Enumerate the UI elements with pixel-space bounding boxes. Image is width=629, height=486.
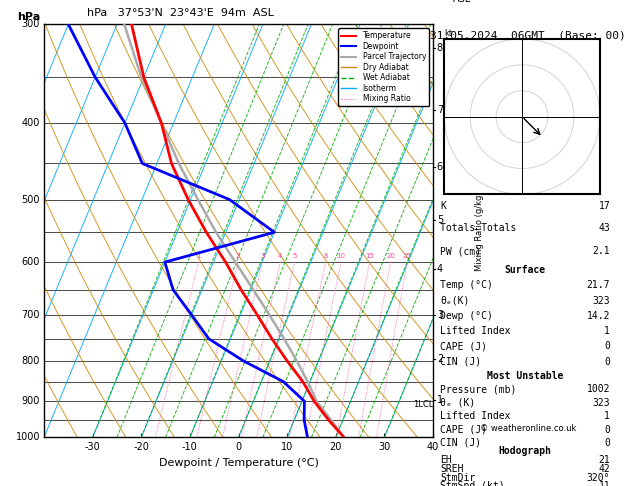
Text: Totals Totals: Totals Totals <box>440 224 516 233</box>
Text: 4: 4 <box>278 253 282 259</box>
Text: 500: 500 <box>21 194 40 205</box>
Text: 6: 6 <box>437 162 443 172</box>
Text: 3: 3 <box>437 310 443 320</box>
Text: Temp (°C): Temp (°C) <box>440 280 493 290</box>
Text: 25: 25 <box>403 253 412 259</box>
Text: Mixing Ratio (g/kg): Mixing Ratio (g/kg) <box>475 191 484 271</box>
Text: θₑ (K): θₑ (K) <box>440 398 476 408</box>
Text: km
ASL: km ASL <box>452 0 470 4</box>
Text: Lifted Index: Lifted Index <box>440 411 511 421</box>
Text: 31.05.2024  06GMT  (Base: 00): 31.05.2024 06GMT (Base: 00) <box>430 31 626 40</box>
Text: 1002: 1002 <box>587 384 610 395</box>
Title: hPa   37°53'N  23°43'E  94m  ASL: hPa 37°53'N 23°43'E 94m ASL <box>87 8 274 18</box>
X-axis label: Dewpoint / Temperature (°C): Dewpoint / Temperature (°C) <box>159 458 318 468</box>
Text: 400: 400 <box>22 118 40 128</box>
Text: 8: 8 <box>437 42 443 52</box>
Text: 5: 5 <box>292 253 297 259</box>
Text: 0: 0 <box>604 357 610 367</box>
Text: Pressure (mb): Pressure (mb) <box>440 384 516 395</box>
Text: 4: 4 <box>437 264 443 274</box>
Text: CIN (J): CIN (J) <box>440 357 481 367</box>
Text: StmSpd (kt): StmSpd (kt) <box>440 482 505 486</box>
Text: 10: 10 <box>337 253 345 259</box>
Text: Most Unstable: Most Unstable <box>487 371 564 381</box>
Text: 1000: 1000 <box>16 433 40 442</box>
Text: Dewp (°C): Dewp (°C) <box>440 311 493 321</box>
Text: kt: kt <box>444 29 452 38</box>
Text: PW (cm): PW (cm) <box>440 246 481 256</box>
Text: 17: 17 <box>598 201 610 211</box>
Text: 21.7: 21.7 <box>587 280 610 290</box>
Text: 1LCL: 1LCL <box>413 400 433 409</box>
Text: 300: 300 <box>22 19 40 29</box>
Text: K: K <box>440 201 446 211</box>
Text: 320°: 320° <box>587 473 610 483</box>
Text: 1: 1 <box>604 411 610 421</box>
Text: 14.2: 14.2 <box>587 311 610 321</box>
Text: 0: 0 <box>604 342 610 351</box>
Text: Lifted Index: Lifted Index <box>440 326 511 336</box>
Text: 20: 20 <box>386 253 395 259</box>
Text: 0: 0 <box>604 438 610 448</box>
Text: StmDir: StmDir <box>440 473 476 483</box>
Text: Surface: Surface <box>504 265 546 275</box>
Text: 800: 800 <box>22 356 40 366</box>
Text: © weatheronline.co.uk: © weatheronline.co.uk <box>480 424 576 434</box>
Legend: Temperature, Dewpoint, Parcel Trajectory, Dry Adiabat, Wet Adiabat, Isotherm, Mi: Temperature, Dewpoint, Parcel Trajectory… <box>338 28 429 106</box>
Text: CAPE (J): CAPE (J) <box>440 424 487 434</box>
Text: 21: 21 <box>598 455 610 465</box>
Text: 7: 7 <box>437 105 443 115</box>
Text: 2: 2 <box>437 354 443 364</box>
Text: 1: 1 <box>604 326 610 336</box>
Text: 600: 600 <box>22 257 40 267</box>
Text: 42: 42 <box>598 464 610 474</box>
Text: 700: 700 <box>21 310 40 320</box>
Text: CIN (J): CIN (J) <box>440 438 481 448</box>
Text: hPa: hPa <box>17 12 40 22</box>
Text: θₑ(K): θₑ(K) <box>440 295 470 306</box>
Text: 5: 5 <box>437 214 443 225</box>
Text: 2: 2 <box>236 253 240 259</box>
Text: 1: 1 <box>437 396 443 405</box>
Text: 11: 11 <box>598 482 610 486</box>
Text: 2.1: 2.1 <box>593 246 610 256</box>
Text: Hodograph: Hodograph <box>499 447 552 456</box>
Text: 323: 323 <box>593 295 610 306</box>
Text: EH: EH <box>440 455 452 465</box>
Text: 15: 15 <box>365 253 374 259</box>
Text: 8: 8 <box>323 253 328 259</box>
Text: 900: 900 <box>22 396 40 406</box>
Text: CAPE (J): CAPE (J) <box>440 342 487 351</box>
Text: 43: 43 <box>598 224 610 233</box>
Text: SREH: SREH <box>440 464 464 474</box>
Text: 1: 1 <box>196 253 201 259</box>
Text: 3: 3 <box>260 253 265 259</box>
Text: 323: 323 <box>593 398 610 408</box>
Text: 0: 0 <box>604 424 610 434</box>
